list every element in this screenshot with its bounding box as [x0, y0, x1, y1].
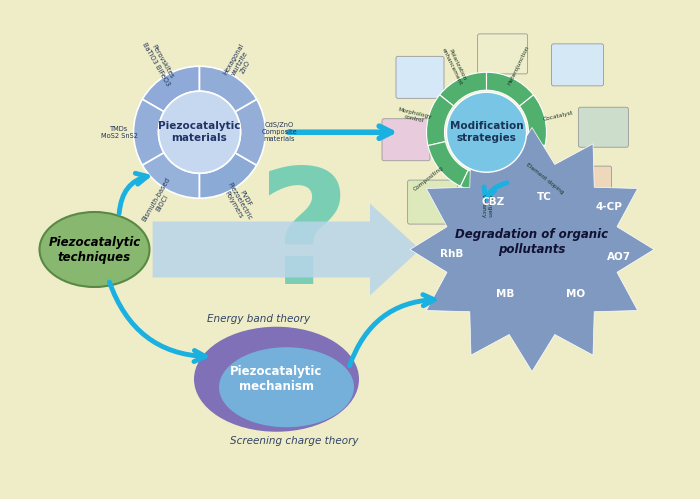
Text: Polarization
enhancement: Polarization enhancement [441, 45, 468, 86]
Wedge shape [235, 99, 265, 165]
Text: 4-CP: 4-CP [596, 202, 622, 212]
Text: RhB: RhB [440, 250, 463, 259]
Text: CBZ: CBZ [482, 197, 505, 207]
FancyBboxPatch shape [552, 44, 603, 86]
Wedge shape [486, 72, 533, 106]
Ellipse shape [194, 327, 359, 432]
Polygon shape [153, 204, 420, 295]
Wedge shape [461, 170, 512, 192]
Wedge shape [199, 66, 257, 112]
Circle shape [158, 91, 241, 173]
FancyBboxPatch shape [382, 119, 430, 161]
Text: Screening charge theory: Screening charge theory [230, 436, 358, 446]
FancyBboxPatch shape [396, 56, 444, 98]
Text: Morphology
control: Morphology control [396, 107, 433, 125]
Ellipse shape [219, 347, 354, 427]
FancyBboxPatch shape [578, 107, 629, 147]
Text: Hexagonal
wurtzite
ZnO: Hexagonal wurtzite ZnO [222, 42, 257, 83]
FancyBboxPatch shape [407, 180, 458, 224]
Text: TMDs
MoS2 SnS2: TMDs MoS2 SnS2 [101, 126, 138, 139]
Text: TC: TC [537, 192, 552, 202]
Text: Perovskites
BaTiO3 BiFeO3: Perovskites BaTiO3 BiFeO3 [141, 38, 177, 87]
Polygon shape [410, 128, 654, 371]
Text: Cocatalyst: Cocatalyst [543, 110, 574, 122]
Wedge shape [428, 142, 468, 186]
Text: AO7: AO7 [608, 252, 631, 262]
Text: Piezocatalytic
techniques: Piezocatalytic techniques [48, 236, 141, 263]
FancyBboxPatch shape [561, 166, 612, 208]
Wedge shape [134, 99, 164, 165]
Text: Compositing: Compositing [413, 165, 444, 192]
Text: Bismuth-based
BiOCl: Bismuth-based BiOCl [141, 177, 178, 227]
Wedge shape [142, 153, 200, 198]
Wedge shape [426, 95, 454, 146]
Text: ?: ? [258, 162, 351, 317]
Text: Heterojunction: Heterojunction [507, 45, 531, 86]
Text: CdS/ZnO
Composite
materials: CdS/ZnO Composite materials [262, 122, 298, 142]
Text: Element doping: Element doping [524, 162, 564, 195]
Text: PVDF
Piezoelectric
Polymers: PVDF Piezoelectric Polymers [220, 178, 259, 225]
Text: MO: MO [566, 289, 585, 299]
Text: Piezocatalytic
mechanism: Piezocatalytic mechanism [230, 365, 323, 393]
Text: Degradation of organic
pollutants: Degradation of organic pollutants [456, 228, 608, 255]
Wedge shape [199, 153, 257, 198]
Text: Piezocatalytic
materials: Piezocatalytic materials [158, 121, 241, 143]
Wedge shape [505, 142, 545, 186]
Text: Energy band theory: Energy band theory [207, 314, 310, 324]
Wedge shape [519, 95, 547, 146]
Circle shape [447, 92, 526, 172]
Text: MB: MB [496, 289, 514, 299]
Wedge shape [440, 72, 486, 106]
Wedge shape [142, 66, 200, 112]
Ellipse shape [39, 212, 150, 287]
Text: Modification
strategies: Modification strategies [449, 121, 524, 143]
Text: Oxygen
vacancy: Oxygen vacancy [481, 194, 492, 219]
FancyBboxPatch shape [477, 34, 528, 74]
